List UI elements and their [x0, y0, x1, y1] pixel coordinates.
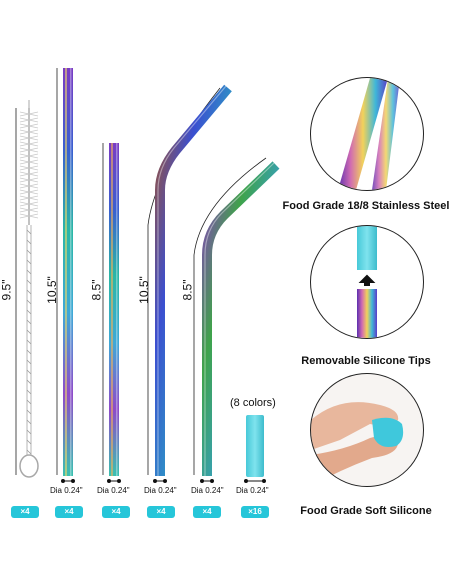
feature-circle-steel — [310, 77, 424, 191]
silicone-tip — [246, 415, 264, 477]
diameter-label: Dia 0.24" — [144, 486, 177, 495]
quantity-badge-short-bent: ×4 — [193, 506, 221, 518]
diameter-label: Dia 0.24" — [97, 486, 130, 495]
caption-soft-silicone: Food Grade Soft Silicone — [300, 505, 432, 517]
straw-long-straight — [63, 68, 73, 476]
quantity-badge-short-straight: ×4 — [102, 506, 130, 518]
feature-circle-soft — [310, 373, 424, 487]
feature-circle-tip — [310, 225, 424, 339]
brush-length-label: 9.5" — [0, 279, 14, 301]
straw-short-straight-length-label: 8.5" — [89, 279, 104, 301]
diameter-label: Dia 0.24" — [191, 486, 224, 495]
quantity-badge-tips: ×16 — [241, 506, 269, 518]
straw-long-straight-length-label: 10.5" — [44, 276, 59, 304]
cleaning-brush — [19, 100, 39, 478]
diameter-markers — [61, 479, 266, 483]
quantity-badge-long-straight: ×4 — [55, 506, 83, 518]
dimension-lines — [15, 68, 267, 475]
caption-stainless-steel: Food Grade 18/8 Stainless Steel — [282, 200, 450, 212]
straw-short-bent-length-label: 8.5" — [180, 279, 195, 301]
straw-short-straight — [109, 143, 119, 476]
straw-short-bent — [202, 161, 280, 476]
tip-colors-label: (8 colors) — [230, 397, 276, 409]
straw-long-bent-length-label: 10.5" — [136, 276, 151, 304]
diameter-label: Dia 0.24" — [50, 486, 83, 495]
straw-long-bent — [155, 84, 232, 476]
caption-removable-tips: Removable Silicone Tips — [301, 355, 431, 367]
quantity-badge-long-bent: ×4 — [147, 506, 175, 518]
diameter-label: Dia 0.24" — [236, 486, 269, 495]
quantity-badge-brush: ×4 — [11, 506, 39, 518]
